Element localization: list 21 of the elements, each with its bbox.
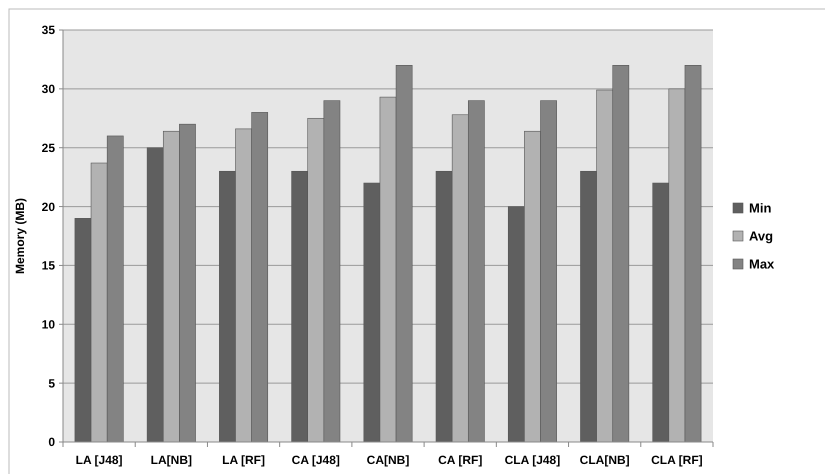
- x-tick-label: CLA [RF]: [651, 453, 703, 467]
- y-tick-label: 35: [42, 23, 56, 38]
- x-tick-label: LA[NB]: [150, 453, 192, 467]
- x-tick-label: CA[NB]: [366, 453, 410, 467]
- x-tick-label: LA [RF]: [222, 453, 265, 467]
- y-tick-label: 15: [42, 258, 56, 273]
- legend-label: Max: [749, 256, 776, 272]
- x-tick-label: CLA[NB]: [580, 453, 630, 467]
- y-tick-label: 0: [48, 435, 56, 450]
- y-tick-label: 5: [48, 376, 56, 390]
- x-tick-label: CA [RF]: [438, 453, 482, 467]
- y-tick-label: 10: [42, 317, 56, 332]
- y-axis-title: Memory (MB): [13, 198, 27, 274]
- legend-label: Min: [749, 200, 772, 216]
- x-tick-label: LA [J48]: [76, 453, 123, 467]
- y-tick-label: 20: [42, 200, 56, 214]
- x-tick-label: CLA [J48]: [504, 453, 560, 467]
- y-tick-label: 25: [42, 140, 56, 155]
- y-tick-label: 30: [42, 82, 56, 96]
- legend-label: Avg: [749, 228, 774, 244]
- x-tick-label: CA [J48]: [292, 453, 340, 467]
